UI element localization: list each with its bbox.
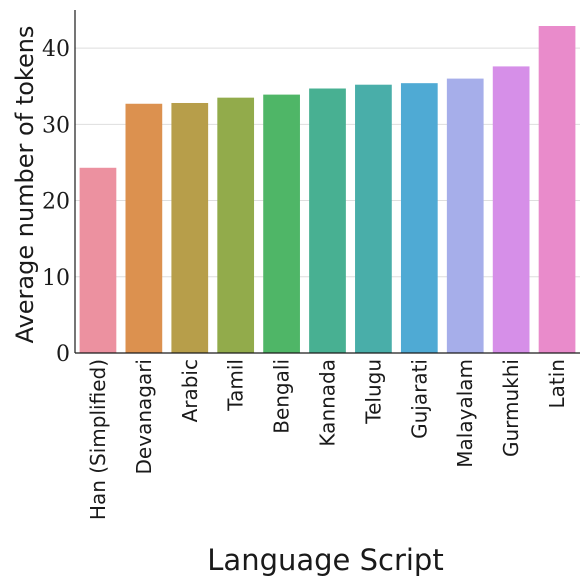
bars bbox=[79, 26, 576, 354]
x-tick-label: Kannada bbox=[316, 359, 340, 447]
bar bbox=[492, 66, 530, 353]
y-tick-label: 10 bbox=[42, 266, 70, 291]
y-tick-label: 40 bbox=[42, 37, 70, 62]
x-tick-label: Han (Simplified) bbox=[86, 359, 110, 520]
x-tick-label: Devanagari bbox=[132, 359, 156, 474]
bar bbox=[171, 102, 209, 353]
bar bbox=[309, 88, 346, 354]
x-tick-label: Malayalam bbox=[453, 359, 477, 468]
x-tick-label: Gurmukhi bbox=[499, 359, 523, 457]
bar bbox=[446, 78, 484, 353]
y-axis-title: Average number of tokens bbox=[11, 26, 39, 344]
x-tick-label: Tamil bbox=[224, 359, 248, 412]
bar bbox=[125, 103, 163, 354]
bar bbox=[263, 94, 300, 354]
x-tick-label: Gujarati bbox=[407, 359, 431, 439]
x-tick-label: Bengali bbox=[270, 359, 294, 434]
bar bbox=[355, 84, 392, 353]
y-tick-label: 30 bbox=[42, 113, 70, 138]
bar bbox=[538, 26, 576, 354]
bar bbox=[79, 167, 117, 353]
x-tick-label: Latin bbox=[545, 359, 569, 408]
x-tick-labels: Han (Simplified) Devanagari Arabic Tamil Ben… bbox=[86, 359, 569, 520]
bar bbox=[400, 83, 438, 353]
x-axis-title: Language Script bbox=[207, 543, 443, 577]
x-tick-label: Arabic bbox=[178, 359, 202, 422]
x-tick-label: Telugu bbox=[361, 359, 385, 425]
y-tick-label: 20 bbox=[42, 190, 70, 215]
y-tick-labels: 0 10 20 30 40 bbox=[42, 37, 70, 367]
bar bbox=[217, 97, 255, 354]
y-tick-label: 0 bbox=[56, 342, 70, 367]
